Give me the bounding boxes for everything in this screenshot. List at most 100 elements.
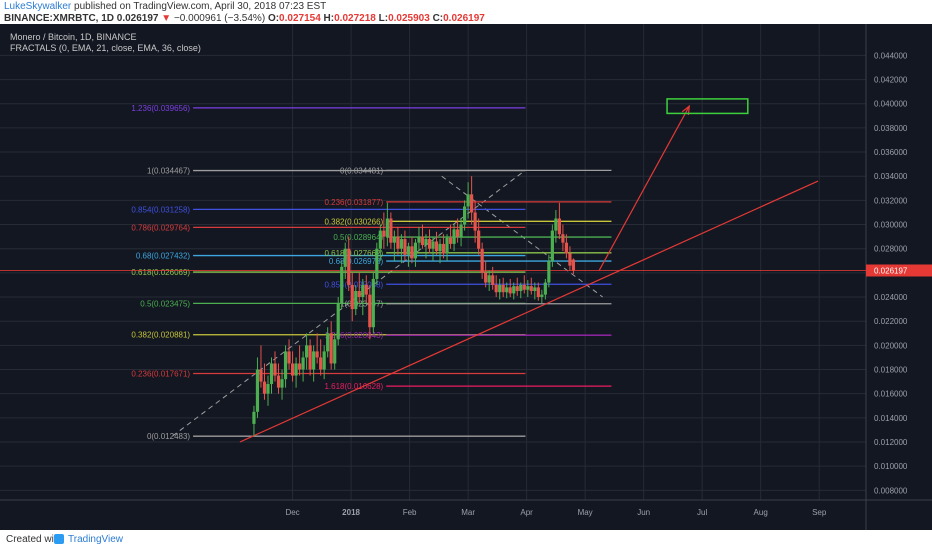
candle-body [494, 284, 498, 293]
candle-body [399, 239, 404, 249]
price-chart[interactable]: 0.008000 0.010000 0.012000 0.014000 0.016000… [0, 24, 932, 530]
chart-area[interactable]: 0.008000 0.010000 0.012000 0.014000 0.016000… [0, 24, 932, 530]
candle-body [269, 363, 274, 385]
x-tick-label: Mar [461, 508, 475, 517]
candle-body [557, 218, 561, 235]
close-value: 0.026197 [443, 13, 485, 24]
candle-body [319, 357, 323, 370]
open-value: 0.027154 [279, 13, 321, 24]
x-tick-label: Aug [754, 508, 768, 517]
fib-level-label: 0(0.012483) [147, 432, 190, 441]
candle-body [322, 351, 326, 370]
candle-body [536, 287, 540, 298]
candle-body [564, 242, 569, 254]
candle-body [287, 351, 291, 364]
y-tick-label: 0.030000 [874, 221, 908, 230]
low-value: 0.025903 [388, 13, 430, 24]
y-tick-label: 0.012000 [874, 438, 908, 447]
candle-body [301, 357, 305, 370]
projection-arrow-head [681, 104, 691, 116]
candle-body [491, 275, 495, 285]
candle-body [406, 246, 411, 255]
candle-body [441, 243, 446, 254]
y-tick-label: 0.008000 [874, 486, 908, 495]
candle-body [375, 248, 379, 279]
candle-body [273, 363, 277, 376]
candle-body [473, 212, 477, 231]
candle-body [448, 237, 453, 244]
candle-body [347, 248, 351, 285]
candle-body [431, 241, 435, 249]
fib-level-label: 0.5(0.023475) [140, 299, 190, 308]
publish-line: LukeSkywalker published on TradingView.c… [4, 1, 326, 12]
candle-body [389, 218, 393, 243]
candle-body [290, 363, 295, 376]
current-price-tag-label: 0.026197 [874, 266, 908, 275]
close-label: C: [432, 13, 444, 24]
fib-level-label: 0.618(0.027662) [324, 249, 383, 258]
candle-body [368, 294, 372, 328]
chart-header-bar: LukeSkywalker published on TradingView.c… [0, 0, 932, 24]
candle-body [312, 351, 316, 370]
fib-level-label: 0.786(0.029764) [131, 223, 190, 232]
fib-level-label: 0.854(0.025058) [324, 280, 383, 289]
footer-bar: Created with TradingView [0, 530, 932, 550]
candle-body [438, 243, 442, 252]
candle-body [487, 275, 491, 283]
y-tick-label: 0.024000 [874, 293, 908, 302]
candle-body [505, 287, 509, 293]
candle-body [515, 286, 519, 291]
candle-body [501, 284, 505, 293]
fib-level-label: 1.618(0.016628) [324, 382, 383, 391]
candle-body [396, 236, 400, 249]
fib-level-label: 0.236(0.031877) [324, 198, 383, 207]
candle-body [410, 246, 414, 259]
candle-body [508, 287, 512, 294]
candle-body [385, 218, 389, 237]
candle-body [526, 286, 530, 290]
candle-body [466, 194, 470, 207]
fib-level-label: 1(0.034467) [147, 167, 190, 176]
high-label: H: [323, 13, 335, 24]
candle-body [477, 230, 481, 249]
candle-body [276, 375, 281, 388]
candle-body [512, 286, 516, 294]
candle-body [280, 379, 284, 388]
y-tick-label: 0.028000 [874, 245, 908, 254]
candle-body [297, 363, 302, 370]
high-value: 0.027218 [334, 13, 376, 24]
x-tick-label: Feb [403, 508, 417, 517]
author-link[interactable]: LukeSkywalker [4, 1, 72, 12]
down-arrow-icon: ▼ [161, 13, 172, 24]
fib-level-label: 0.618(0.026069) [131, 268, 190, 277]
fib-level-label: 0.382(0.030266) [324, 217, 383, 226]
tradingview-brand[interactable]: TradingView [68, 534, 124, 545]
x-tick-label: Dec [285, 508, 299, 517]
candle-body [452, 229, 456, 244]
candle-body [568, 253, 572, 266]
candle-body [329, 333, 333, 364]
fib-level-label: 0.382(0.020881) [131, 331, 190, 340]
candle-body [392, 236, 396, 243]
y-tick-label: 0.038000 [874, 124, 908, 133]
candle-body [357, 290, 361, 298]
candle-body [382, 230, 386, 237]
candle-body [529, 286, 533, 291]
candle-body [462, 206, 467, 225]
candle-body [354, 290, 358, 310]
candle-body [259, 369, 263, 382]
candle-body [364, 284, 368, 295]
candle-body [522, 284, 526, 290]
candle-body [420, 236, 425, 246]
candle-body [266, 384, 270, 394]
symbol-label: BINANCE:XMRBTC, 1D [4, 13, 114, 24]
y-tick-label: 0.022000 [874, 317, 908, 326]
candle-body [371, 278, 375, 328]
candle-body [255, 369, 260, 412]
candle-body [547, 260, 551, 283]
fib-level-label: 1.236(0.020843) [324, 331, 383, 340]
candle-body [294, 363, 298, 376]
x-tick-label: 2018 [342, 508, 360, 517]
y-tick-label: 0.044000 [874, 51, 908, 60]
candle-body [424, 239, 428, 246]
